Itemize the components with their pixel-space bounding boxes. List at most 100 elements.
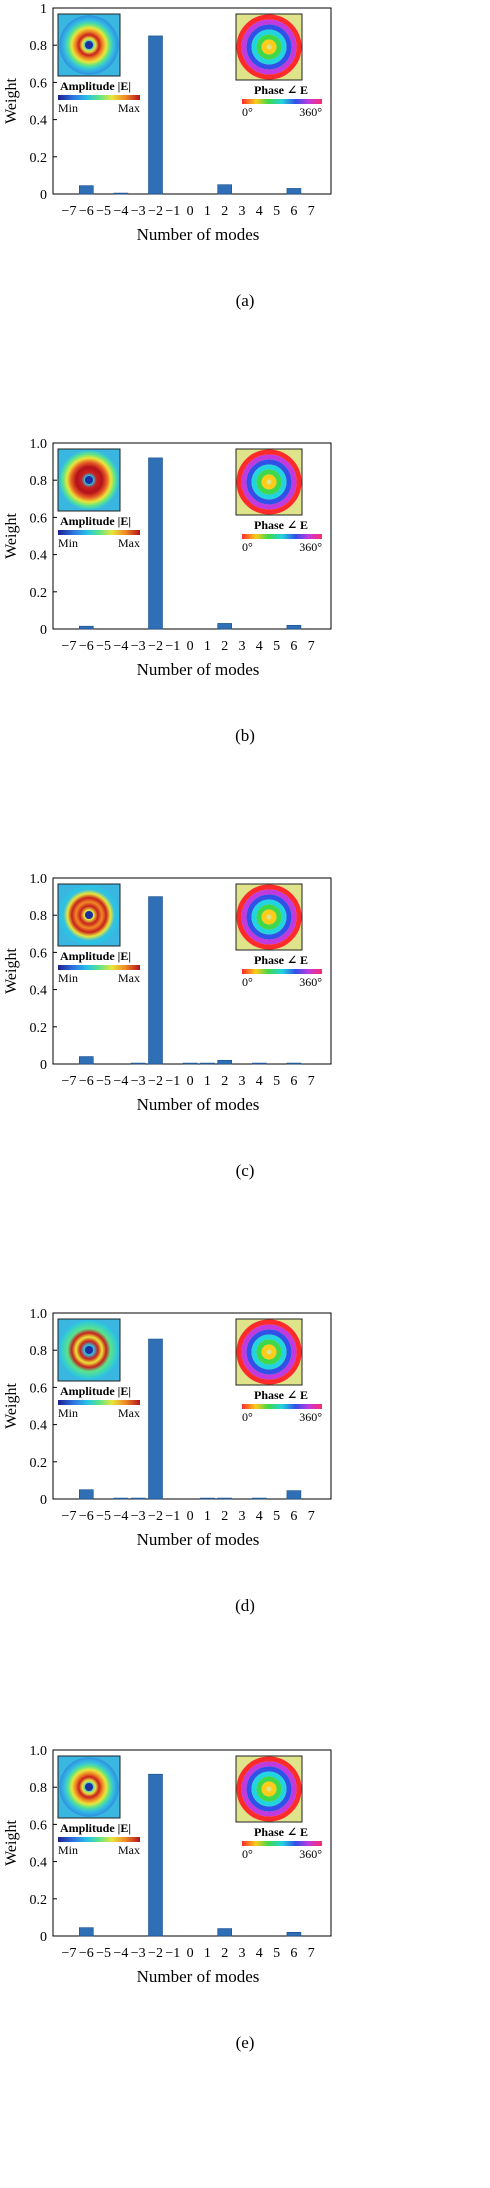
y-tick-label: 0.8 [30,1344,48,1359]
x-tick-label: 4 [256,1509,263,1524]
phase-colorbar [242,534,322,539]
amplitude-title: Amplitude |E| [60,79,131,93]
phase-band [246,459,292,505]
phase-band [236,1756,302,1822]
bar-−3 [130,1497,146,1500]
x-tick-label: 4 [256,1946,263,1961]
phase-band [251,899,287,935]
x-tick-label: 6 [290,204,297,219]
y-tick-label: 1.0 [30,1307,48,1322]
y-tick-label: 0.6 [30,76,48,91]
x-tick-label: −5 [96,204,111,219]
phase-colorbar [242,969,322,974]
bar-2 [217,184,232,195]
phase-band [256,1776,282,1802]
y-axis-label: Weight [3,78,20,124]
x-tick-label: 0 [187,204,194,219]
x-axis-label: Number of modes [137,1095,260,1114]
x-tick-label: −6 [79,204,94,219]
x-tick-label: −3 [131,1074,146,1089]
x-tick-label: −7 [62,204,77,219]
x-tick-label: 7 [308,1509,315,1524]
x-tick-label: −6 [79,1509,94,1524]
phase-band [261,1344,277,1360]
phase-map [235,883,303,951]
y-tick-label: 0.6 [30,511,48,526]
bar-1 [200,1497,215,1500]
phase-max-label: 360° [299,975,322,989]
y-tick-label: 1.0 [30,1744,48,1759]
y-tick-label: 0.6 [30,1381,48,1396]
phase-band [251,1334,287,1370]
x-tick-label: −1 [165,204,180,219]
x-tick-label: −7 [62,639,77,654]
bar-0 [182,1062,198,1065]
x-tick-label: −6 [79,1074,94,1089]
amplitude-min-label: Min [58,971,78,985]
y-axis-label: Weight [3,513,20,559]
phase-band [256,34,282,60]
phase-max-label: 360° [299,1847,322,1861]
phase-band [246,1766,292,1812]
bar-2 [217,1059,232,1065]
phase-band [236,449,302,515]
x-tick-label: −3 [131,1509,146,1524]
phase-title: Phase ∠ E [254,1388,308,1402]
x-tick-label: −2 [148,1946,163,1961]
x-tick-label: −5 [96,1509,111,1524]
y-tick-label: 0 [40,1930,47,1945]
x-tick-label: −3 [131,1946,146,1961]
amplitude-max-label: Max [118,536,140,550]
y-tick-label: 0 [40,1058,47,1073]
phase-band [256,469,282,495]
phase-title: Phase ∠ E [254,953,308,967]
y-tick-label: 0 [40,188,47,203]
x-axis-label: Number of modes [137,660,260,679]
bar-2 [217,1928,232,1937]
x-tick-label: 5 [273,639,280,654]
phase-band [256,1339,282,1365]
x-tick-label: −2 [148,639,163,654]
phase-band [251,464,287,500]
x-tick-label: −6 [79,1946,94,1961]
amplitude-center [85,41,93,49]
phase-band [241,19,297,75]
bar-−4 [113,192,129,195]
y-tick-label: 0.4 [30,984,48,999]
x-tick-label: 6 [290,1509,297,1524]
phase-band [241,1324,297,1380]
x-tick-label: 1 [204,1074,211,1089]
x-tick-label: 3 [239,1509,246,1524]
phase-colorbar [242,1841,322,1846]
phase-map [235,448,303,516]
bar-−2 [148,457,163,630]
y-axis-label: Weight [3,1383,20,1429]
amplitude-min-label: Min [58,536,78,550]
bar-−2 [148,1773,163,1937]
phase-band [261,39,277,55]
phase-title: Phase ∠ E [254,83,308,97]
bar-−3 [130,1062,146,1065]
x-tick-label: 4 [256,204,263,219]
x-tick-label: −1 [165,1946,180,1961]
x-tick-label: −2 [148,1074,163,1089]
phase-band [241,1761,297,1817]
amplitude-max-label: Max [118,971,140,985]
x-tick-label: −7 [62,1509,77,1524]
x-tick-label: 0 [187,1074,194,1089]
phase-min-label: 0° [242,975,253,989]
plot-frame [52,7,332,195]
bar-6 [286,1490,302,1500]
y-tick-label: 1.0 [30,872,48,887]
bar-−6 [79,625,94,630]
phase-band [236,14,302,80]
x-tick-label: 0 [187,1509,194,1524]
bar-6 [286,1931,302,1937]
x-tick-label: 3 [239,639,246,654]
x-tick-label: 7 [308,1946,315,1961]
phase-title: Phase ∠ E [254,518,308,532]
y-tick-label: 0.2 [30,586,48,601]
x-tick-label: 5 [273,1946,280,1961]
